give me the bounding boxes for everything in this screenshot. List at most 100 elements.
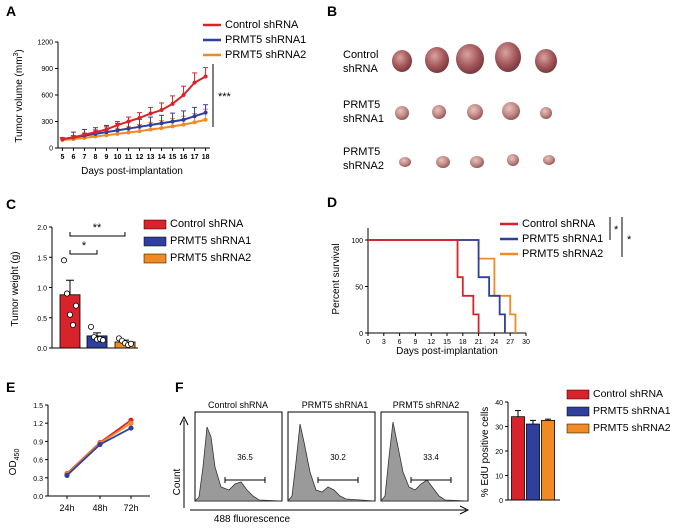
panel-a-point: [192, 120, 197, 125]
panel-d-xlabel: Days post-implantation: [396, 346, 498, 357]
legend-label-2: PRMT5 shRNA2: [225, 49, 306, 61]
panel-d-curve-1: [368, 239, 506, 333]
panel-d-sig-2: *: [627, 234, 632, 246]
panel-f-bar-2: [541, 419, 555, 501]
panel-c-ytick-label: 0.5: [37, 316, 47, 323]
panel-f-bar-ytick-label: 20: [495, 449, 503, 456]
legend-swatch-1: [566, 406, 590, 417]
panel-f-bar-0: [511, 416, 525, 501]
panel-a-xtick-label: 15: [169, 154, 177, 161]
panel-b-row1-label-line1: Control: [343, 49, 378, 61]
panel-f-bar-ytick-label: 10: [495, 474, 503, 481]
panel-f-legend: Control shRNA PRMT5 shRNA1 PRMT5 shRNA2: [566, 388, 671, 434]
panel-e-ytick-label: 1.5: [33, 403, 43, 410]
legend-label-0: Control shRNA: [170, 218, 244, 230]
panel-e-plot: 0.0 0.3 0.6 0.9 1.2 1.5 24h 48h 72h: [33, 403, 150, 513]
panel-a-point: [203, 117, 208, 122]
panel-a-ytick-label: 900: [41, 66, 53, 73]
panel-a-point: [159, 121, 164, 126]
legend-label-1: PRMT5 shRNA1: [593, 405, 671, 417]
panel-c-sig-low: *: [82, 240, 87, 252]
panel-e-ylabel: OD450: [8, 449, 21, 476]
panel-a-point: [115, 128, 120, 133]
panel-a-xtick-label: 18: [202, 154, 210, 161]
panel-c-ytick-label: 2.0: [37, 225, 47, 232]
panel-f-gate-value-0: 36.5: [237, 453, 253, 462]
panel-c-sig-bracket-top: [69, 232, 126, 237]
panel-a-point: [104, 127, 109, 132]
panel-f-hist-fill-2: [380, 421, 469, 502]
panel-d-ytick-label: 50: [355, 285, 363, 292]
legend-label-1: PRMT5 shRNA1: [522, 233, 603, 245]
panel-c-point: [100, 337, 107, 344]
panel-a-point: [93, 130, 98, 135]
panel-a-ytick-label: 300: [41, 119, 53, 126]
legend-swatch-2: [143, 253, 167, 264]
panel-f-y-arrowhead: [179, 415, 189, 426]
panel-d-xtick-label: 21: [475, 339, 483, 346]
legend-label-0: Control shRNA: [225, 19, 299, 31]
panel-a-point: [148, 111, 153, 116]
panel-d-letter: D: [327, 194, 337, 210]
panel-a-point: [181, 93, 186, 97]
panel-a-point: [192, 114, 197, 119]
panel-a-point: [192, 80, 197, 85]
panel-c-point: [127, 340, 134, 347]
panel-f-histograms: 36.5 30.2 33.4: [194, 411, 469, 502]
panel-a-sig: ***: [218, 91, 232, 103]
panel-c-sig-bracket-low: [69, 250, 98, 255]
panel-c-sig-top: **: [93, 222, 102, 234]
panel-a-xtick-label: 10: [114, 154, 122, 161]
panel-a-point: [115, 131, 120, 136]
panel-c-ytick-label: 1.5: [37, 255, 47, 262]
panel-a-point: [126, 130, 131, 135]
legend-swatch-0: [143, 219, 167, 230]
panel-d-xtick-label: 24: [491, 339, 499, 346]
panel-a-point: [137, 124, 142, 129]
panel-a-point: [203, 74, 208, 79]
panel-d-legend: Control shRNA PRMT5 shRNA1 PRMT5 shRNA2: [500, 218, 603, 260]
panel-a-xtick-label: 13: [147, 154, 155, 161]
panel-c-ytick-label: 0.0: [37, 346, 47, 353]
panel-d-plot: 0 50 100 0 3 6 9 12 15 18 21 24 27 30: [351, 228, 530, 346]
panel-a-xtick-label: 6: [71, 154, 75, 161]
panel-f-bar-ylabel: % EdU positive cells: [480, 407, 491, 498]
tumor-shrna2-5: [543, 155, 555, 165]
panel-d-xtick-label: 15: [443, 339, 451, 346]
tumor-control-1: [392, 50, 412, 72]
tumor-shrna1-2: [432, 105, 446, 119]
legend-swatch-0: [566, 389, 590, 400]
panel-a-point: [82, 132, 87, 137]
panel-a-xlabel: Days post-implantation: [81, 166, 183, 177]
tumor-control-3: [456, 44, 484, 74]
panel-a-point: [60, 137, 65, 142]
legend-swatch-2: [566, 423, 590, 434]
panel-d-xtick-label: 6: [398, 339, 402, 346]
panel-b-row2-label-line1: PRMT5: [343, 99, 380, 111]
legend-swatch-1: [143, 236, 167, 247]
panel-c-point: [73, 302, 80, 309]
panel-f-title-1: Control shRNA: [208, 400, 268, 410]
panel-b-row1-label-line2: shRNA: [343, 63, 379, 75]
panel-b: B Control shRNA PRMT5 shRNA1 PRMT5 shRNA…: [327, 3, 557, 172]
panel-f-xlabel: 488 fluorescence: [214, 514, 291, 524]
panel-e-ytick-label: 0.9: [33, 439, 43, 446]
tumor-shrna1-3: [467, 104, 483, 120]
panel-a-point: [104, 133, 109, 138]
legend-label-2: PRMT5 shRNA2: [593, 422, 671, 434]
panel-e-ytick-label: 0.0: [33, 494, 43, 501]
panel-a-ytick-label: 600: [41, 93, 53, 100]
panel-f-ylabel: Count: [172, 468, 183, 495]
panel-c-point: [64, 290, 71, 297]
panel-a-xtick-label: 12: [136, 154, 144, 161]
panel-a-xtick-label: 7: [82, 154, 86, 161]
panel-d-curve-2: [368, 239, 517, 333]
panel-a-plot: 0 300 600 900 1200 5 6 7 8 9 10 11 12 13 14 15 16 17 18: [37, 40, 210, 161]
panel-e-point: [97, 441, 103, 448]
panel-e-point: [128, 425, 134, 431]
legend-label-1: PRMT5 shRNA1: [225, 34, 306, 46]
panel-d-sig-1: *: [614, 224, 619, 236]
panel-a-ylabel: Tumor volume (mm3): [13, 49, 25, 143]
panel-a-point: [203, 110, 208, 115]
panel-c-bar-0: [59, 294, 81, 349]
